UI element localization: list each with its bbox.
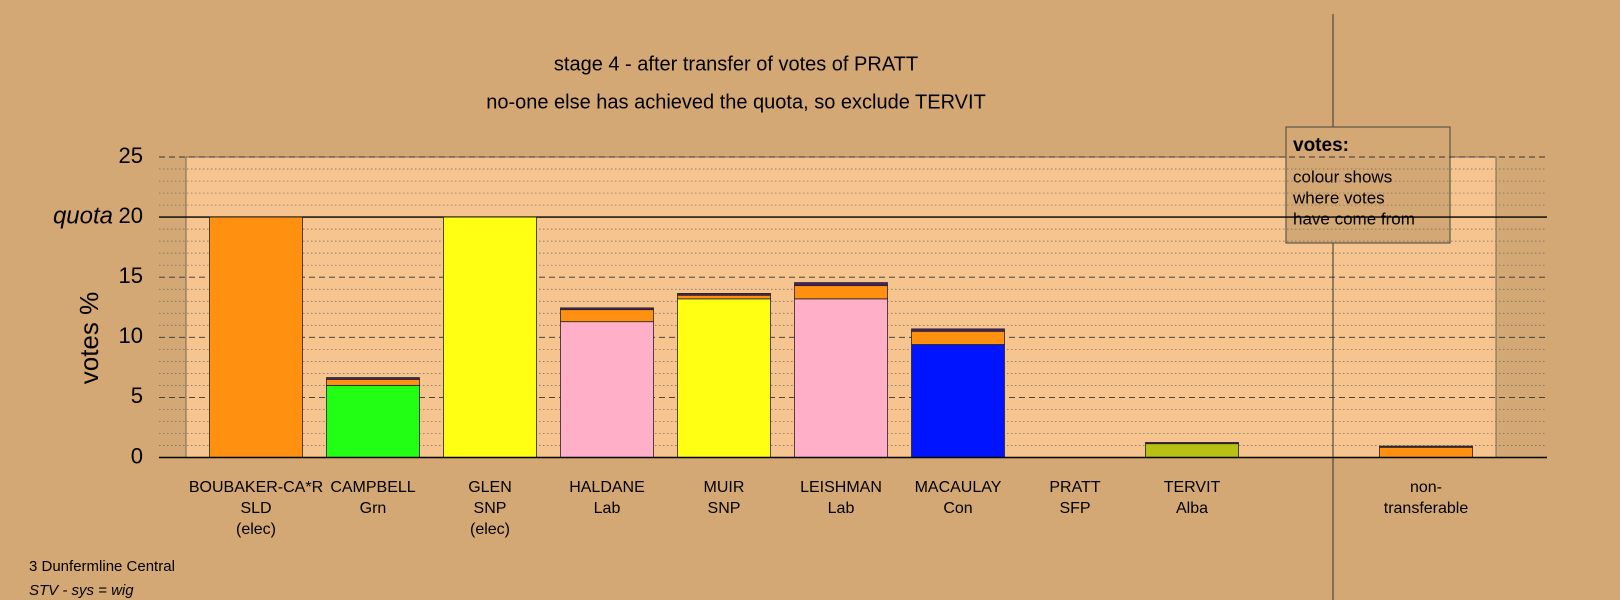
x-tick-label: LEISHMAN xyxy=(800,479,882,496)
legend-text: where votes xyxy=(1292,188,1385,207)
bar-segment xyxy=(560,307,654,311)
y-tick-label: 5 xyxy=(131,383,143,408)
x-tick-label: BOUBAKER-CA*R xyxy=(189,479,323,496)
legend-text: colour shows xyxy=(1293,167,1392,186)
bar-segment xyxy=(326,378,420,386)
quota-label: quota xyxy=(53,202,113,229)
x-tick-label: PRATT xyxy=(1049,479,1100,496)
x-tick-label: SLD xyxy=(240,500,271,517)
x-tick-label: GLEN xyxy=(468,479,512,496)
bar-segment xyxy=(209,216,303,458)
bar-segment xyxy=(794,285,888,300)
x-tick-label: CAMPBELL xyxy=(330,479,415,496)
legend-title: votes: xyxy=(1293,135,1349,156)
x-tick-label: HALDANE xyxy=(569,479,645,496)
bar-segment xyxy=(560,321,654,458)
x-tick-label: Alba xyxy=(1176,500,1208,517)
chart-title: stage 4 - after transfer of votes of PRA… xyxy=(554,53,918,75)
bar-segment xyxy=(677,294,771,300)
legend-frame xyxy=(1285,126,1451,244)
bar-segment xyxy=(794,298,888,458)
x-tick-label: MACAULAY xyxy=(915,479,1002,496)
y-tick-label: 15 xyxy=(119,263,143,288)
x-tick-label: Con xyxy=(943,500,972,517)
bar-segment xyxy=(1145,443,1239,458)
y-axis-label: votes % xyxy=(74,292,104,385)
bar-segment xyxy=(443,216,537,458)
y-tick-label: 25 xyxy=(119,143,143,168)
footnote: 3 Dunfermline Central xyxy=(29,558,175,575)
x-tick-label: TERVIT xyxy=(1164,479,1221,496)
bar-segment xyxy=(677,298,771,458)
x-tick-label: (elec) xyxy=(236,521,276,538)
y-tick-label: 0 xyxy=(131,443,143,468)
bar-segment xyxy=(326,377,420,380)
legend-box: votes: colour shows where votes have come … xyxy=(1285,126,1451,244)
legend-text: have come from xyxy=(1293,209,1415,228)
bar-segment xyxy=(677,293,771,296)
x-tick-label: Lab xyxy=(594,500,621,517)
y-tick-label: 20 xyxy=(119,203,143,228)
bar-segment xyxy=(911,330,1005,345)
bar-segment xyxy=(1379,445,1473,448)
bar-segment xyxy=(560,309,654,323)
bar-segment xyxy=(326,384,420,458)
bar-segment xyxy=(911,344,1005,458)
bar-segment xyxy=(1145,442,1239,445)
x-tick-label: Grn xyxy=(360,500,387,517)
x-tick-label: SFP xyxy=(1059,500,1090,517)
x-tick-label: SNP xyxy=(474,500,507,517)
x-tick-label: Lab xyxy=(828,500,855,517)
x-tick-label: transferable xyxy=(1384,500,1469,517)
footnote: STV - sys = wig xyxy=(29,582,134,599)
x-tick-label: (elec) xyxy=(470,521,510,538)
bar-segment xyxy=(794,282,888,287)
x-tick-label: non- xyxy=(1410,479,1442,496)
y-tick-label: 10 xyxy=(119,323,143,348)
bar-segment xyxy=(1379,446,1473,458)
bar-segment xyxy=(911,328,1005,332)
x-tick-label: SNP xyxy=(708,500,741,517)
x-tick-label: MUIR xyxy=(704,479,745,496)
chart-subtitle: no-one else has achieved the quota, so e… xyxy=(486,91,986,113)
